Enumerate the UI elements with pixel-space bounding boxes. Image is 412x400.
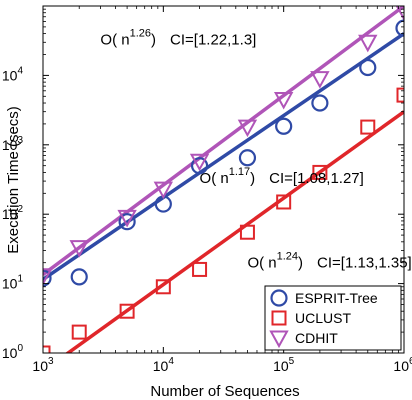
y-tick-label-5: 104: [2, 65, 24, 83]
fit-line-esprit-tree: [43, 32, 404, 281]
x-tick-label-3: 105: [273, 356, 295, 374]
annotation-ci: CI=[1.08,1.27]: [269, 170, 364, 187]
marker-cdhit-4: [153, 181, 174, 200]
marker-uclust-2: [71, 324, 87, 340]
annotation-exponent: 1.17: [229, 166, 250, 178]
annotation-exponent: 1.26: [130, 27, 151, 39]
marker-uclust-4: [155, 279, 171, 295]
annotation-prefix: O( n: [100, 31, 129, 48]
y-tick-exp: 3: [17, 135, 23, 146]
marker-cdhit-3: [117, 209, 137, 228]
annotation-1: O( n1.26) CI=[1.22,1.3]: [100, 27, 256, 48]
annotation-exponent: 1.24: [277, 251, 298, 263]
y-axis-label: Execution Time (secs): [5, 106, 22, 254]
marker-esprit-tree-6: [238, 149, 257, 167]
marker-cdhit-6: [237, 119, 258, 138]
annotation-suffix: ): [250, 170, 255, 187]
marker-esprit-tree-1: [43, 269, 52, 287]
legend-box: [264, 285, 402, 351]
legend-label-uclust: UCLUST: [295, 310, 351, 326]
y-tick-base: 10: [2, 67, 18, 83]
x-tick-base: 10: [153, 358, 169, 374]
marker-esprit-tree-2: [70, 268, 88, 286]
legend-label-esprit-tree: ESPRIT-Tree: [295, 290, 378, 306]
marker-esprit-tree-5: [190, 157, 209, 175]
marker-uclust-3: [119, 303, 135, 319]
marker-uclust-10: [396, 87, 404, 103]
axes-frame: [42, 5, 405, 354]
annotation-ci: CI=[1.22,1.3]: [170, 31, 256, 48]
marker-cdhit-7: [273, 91, 294, 110]
x-tick-base: 10: [393, 358, 409, 374]
annotation-ci: CI=[1.13,1.35]: [317, 255, 412, 272]
y-tick-exp: 2: [17, 204, 23, 215]
x-tick-base: 10: [273, 358, 289, 374]
marker-uclust-6: [239, 224, 255, 240]
marker-cdhit-1: [43, 268, 53, 286]
marker-esprit-tree-9: [359, 58, 377, 77]
y-tick-label-3: 102: [2, 204, 24, 222]
x-tick-exp: 6: [409, 356, 412, 367]
legend-marker-esprit-tree: [270, 289, 288, 307]
x-tick-label-2: 104: [153, 356, 175, 374]
fit-lines-group: [43, 6, 404, 353]
legend-marker-cdhit: [269, 330, 289, 349]
y-tick-base: 10: [2, 206, 18, 222]
markers-group: [43, 6, 404, 353]
fit-line-uclust: [65, 110, 404, 353]
legend-label-cdhit: CDHIT: [295, 330, 338, 346]
x-tick-label-4: 106: [393, 356, 412, 374]
marker-cdhit-8: [310, 71, 330, 89]
y-tick-exp: 0: [17, 343, 23, 354]
marker-uclust-7: [276, 194, 292, 210]
marker-cdhit-9: [358, 34, 378, 53]
fit-line-cdhit: [43, 6, 404, 276]
y-tick-exp: 4: [17, 65, 23, 76]
x-tick-exp: 5: [289, 356, 295, 367]
marker-esprit-tree-10: [395, 19, 404, 37]
x-tick-base: 10: [32, 358, 48, 374]
annotation-suffix: ): [298, 255, 303, 272]
legend: ESPRIT-Tree UCLUST CDHIT: [264, 285, 402, 351]
annotation-3: O( n1.24) CI=[1.13,1.35]: [247, 251, 411, 272]
x-tick-exp: 4: [168, 356, 174, 367]
y-tick-label-2: 101: [2, 274, 24, 292]
marker-uclust-9: [360, 119, 376, 135]
y-tick-exp: 1: [17, 274, 23, 285]
y-tick-label-1: 100: [2, 343, 24, 361]
x-axis-label: Number of Sequences: [150, 383, 299, 400]
y-tick-label-4: 103: [2, 135, 24, 153]
marker-esprit-tree-8: [311, 94, 329, 112]
marker-cdhit-2: [69, 240, 89, 258]
marker-cdhit-5: [189, 153, 210, 172]
marker-esprit-tree-7: [275, 117, 293, 135]
annotation-2: O( n1.17) CI=[1.08,1.27]: [200, 166, 364, 187]
y-tick-base: 10: [2, 345, 18, 361]
y-tick-base: 10: [2, 276, 18, 292]
marker-cdhit-10: [395, 6, 404, 21]
y-tick-base: 10: [2, 137, 18, 153]
annotation-prefix: O( n: [200, 170, 229, 187]
marker-uclust-8: [312, 164, 328, 180]
annotation-suffix: ): [151, 31, 156, 48]
legend-marker-uclust: [271, 310, 287, 326]
annotations-group: O( n1.26) CI=[1.22,1.3]O( n1.17) CI=[1.08,…: [100, 27, 411, 271]
x-tick-label-1: 103: [32, 356, 54, 374]
annotation-prefix: O( n: [247, 255, 276, 272]
marker-uclust-5: [192, 261, 208, 277]
marker-esprit-tree-3: [118, 213, 136, 231]
x-tick-exp: 3: [48, 356, 54, 367]
